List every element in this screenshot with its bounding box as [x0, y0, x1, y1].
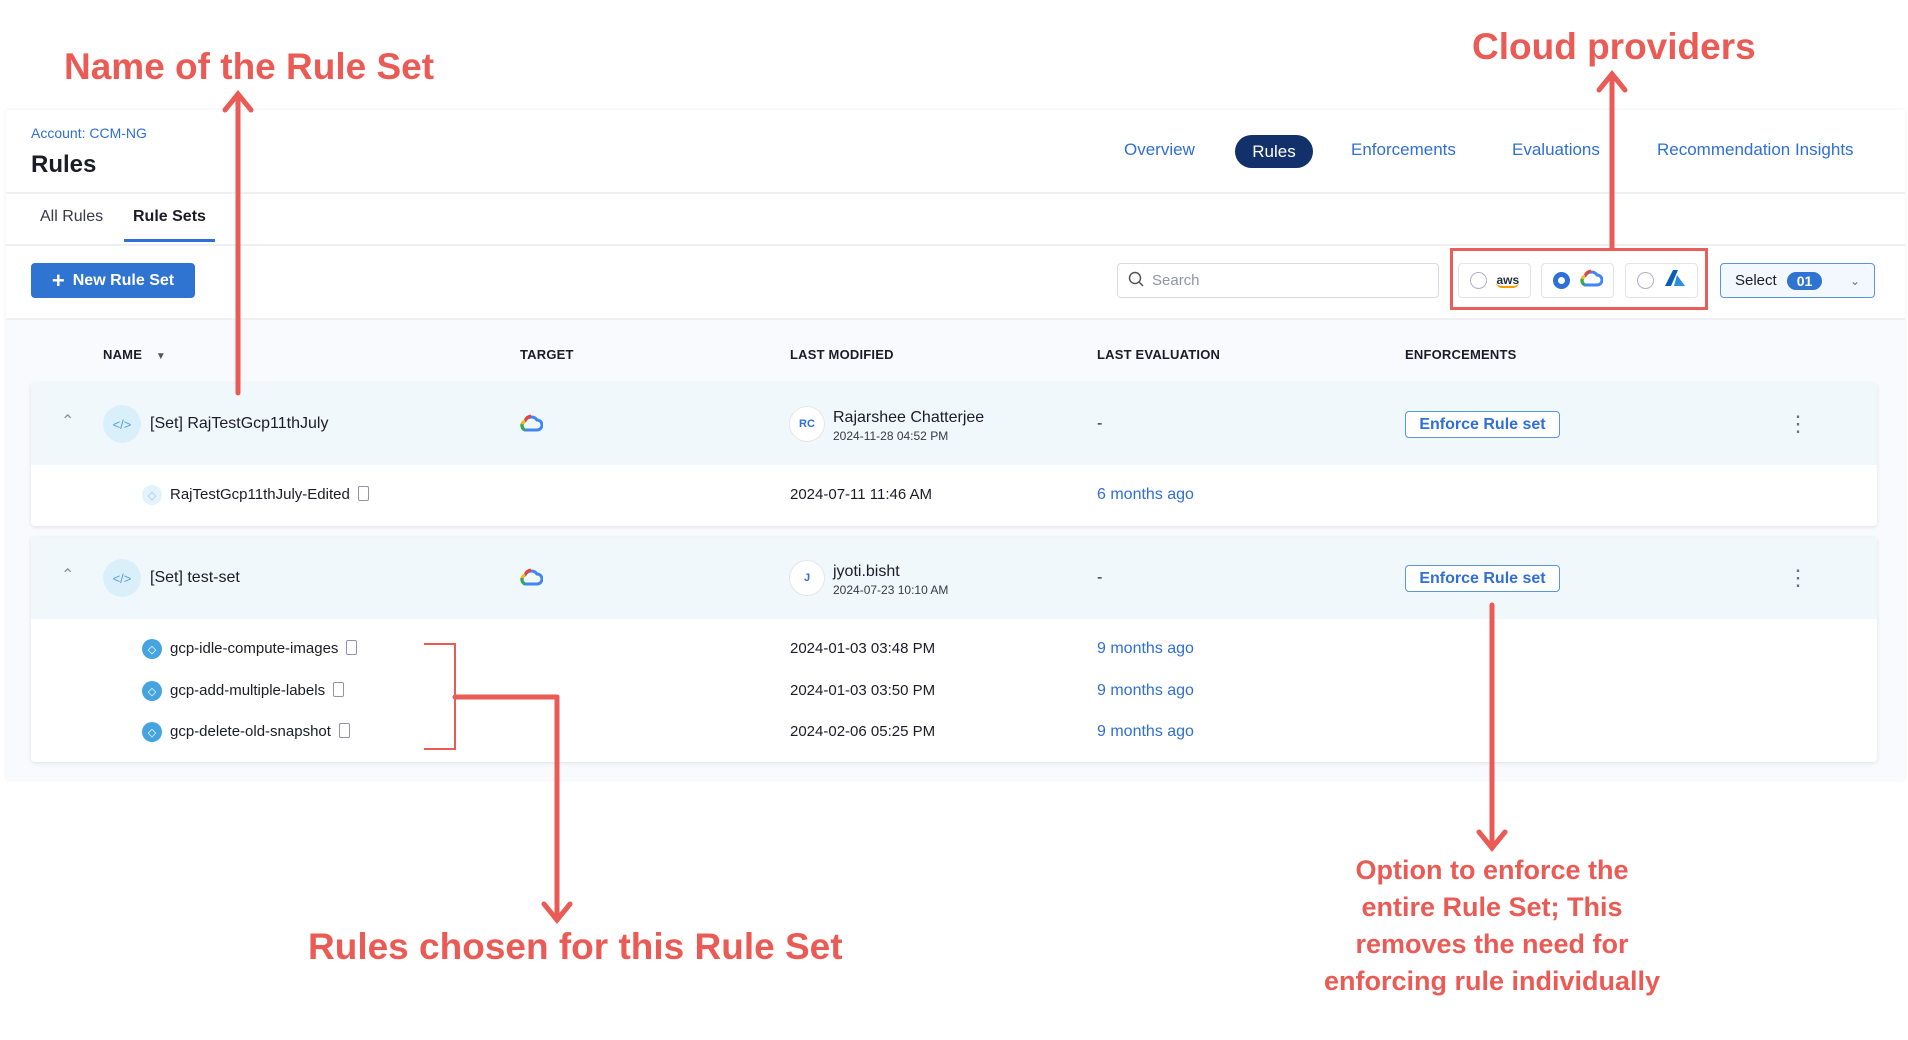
document-icon[interactable] [338, 723, 350, 738]
search-placeholder: Search [1152, 272, 1200, 289]
rule-name[interactable]: RajTestGcp11thJuly-Edited [170, 486, 369, 503]
rule-name[interactable]: gcp-delete-old-snapshot [170, 723, 350, 740]
radio-azure[interactable] [1637, 272, 1654, 289]
last-evaluation: - [1097, 569, 1103, 586]
enforce-rule-set-button[interactable]: Enforce Rule set [1405, 565, 1560, 592]
search-icon [1128, 271, 1144, 291]
rule-set-icon: </> [103, 405, 141, 443]
rule-icon: ◇ [142, 681, 162, 701]
rule-set-card: ⌃ </> [Set] RajTestGcp11thJuly RC Rajars… [31, 383, 1877, 526]
modified-at: 2024-07-23 10:10 AM [833, 583, 949, 597]
radio-aws[interactable] [1469, 272, 1487, 289]
nav-overview[interactable]: Overview [1124, 140, 1195, 159]
rule-modified: 2024-07-11 11:46 AM [790, 486, 933, 503]
active-tab-indicator [124, 239, 215, 242]
sort-caret-icon[interactable]: ▼ [155, 351, 166, 362]
rule-evaluation-link[interactable]: 9 months ago [1097, 682, 1194, 699]
avatar: J [789, 560, 825, 596]
provider-azure[interactable] [1625, 263, 1698, 298]
more-options-icon[interactable]: ⋮ [1787, 411, 1809, 436]
rule-icon: ◇ [142, 485, 162, 505]
nav-rules[interactable]: Rules [1235, 135, 1313, 168]
modified-by: jyoti.bisht [833, 563, 900, 580]
rule-set-row[interactable] [31, 537, 1877, 619]
rule-evaluation-link[interactable]: 9 months ago [1097, 723, 1194, 740]
modified-at: 2024-11-28 04:52 PM [833, 429, 949, 443]
aws-icon: aws [1496, 272, 1520, 288]
account-breadcrumb[interactable]: Account: CCM-NG [31, 125, 147, 141]
select-dropdown[interactable]: Select 01 ⌄ [1720, 263, 1875, 298]
rule-icon: ◇ [142, 722, 162, 742]
annotation-cloud-providers: Cloud providers [1472, 26, 1756, 67]
rule-evaluation-link[interactable]: 6 months ago [1097, 486, 1194, 503]
rule-set-name[interactable]: [Set] test-set [150, 569, 240, 586]
annotation-enforce-option: Option to enforce the entire Rule Set; Th… [1323, 855, 1661, 996]
rule-icon: ◇ [142, 639, 162, 659]
provider-gcp[interactable] [1541, 263, 1614, 298]
document-icon[interactable] [333, 682, 345, 697]
chevron-up-icon[interactable]: ⌃ [61, 413, 75, 430]
rule-name[interactable]: gcp-add-multiple-labels [170, 682, 345, 699]
column-header-name[interactable]: NAME ▼ [103, 347, 166, 362]
rule-modified: 2024-02-06 05:25 PM [790, 723, 936, 740]
gcp-cloud-icon [519, 567, 544, 592]
enforce-rule-set-button[interactable]: Enforce Rule set [1405, 411, 1560, 438]
tab-rule-sets[interactable]: Rule Sets [133, 208, 206, 225]
new-rule-set-button[interactable]: + New Rule Set [31, 263, 195, 298]
nav-recommendation-insights[interactable]: Recommendation Insights [1657, 140, 1854, 159]
modified-by: Rajarshee Chatterjee [833, 409, 985, 426]
rule-set-card: ⌃ </> [Set] test-set J jyoti.bisht 2024-… [31, 537, 1877, 762]
chevron-up-icon[interactable]: ⌃ [61, 567, 75, 584]
divider [6, 192, 1905, 194]
rule-set-name[interactable]: [Set] RajTestGcp11thJuly [150, 415, 329, 432]
cloud-providers-highlight [1450, 248, 1708, 310]
radio-gcp[interactable] [1552, 272, 1570, 289]
azure-icon [1664, 269, 1686, 292]
column-header-target: TARGET [520, 347, 574, 362]
rule-set-row[interactable] [31, 383, 1877, 465]
column-header-last-evaluation: LAST EVALUATION [1097, 347, 1221, 362]
new-rule-set-label: New Rule Set [72, 271, 175, 289]
rule-evaluation-link[interactable]: 9 months ago [1097, 640, 1194, 657]
select-count-badge: 01 [1786, 271, 1823, 290]
tab-all-rules[interactable]: All Rules [40, 208, 104, 225]
document-icon[interactable] [357, 486, 369, 501]
divider [6, 318, 1905, 320]
rule-modified: 2024-01-03 03:48 PM [790, 640, 936, 657]
provider-aws[interactable]: aws [1458, 263, 1531, 298]
avatar: RC [789, 406, 825, 442]
chevron-down-icon: ⌄ [1849, 273, 1860, 288]
gcp-cloud-icon [1579, 269, 1603, 292]
column-header-last-modified: LAST MODIFIED [790, 347, 894, 362]
document-icon[interactable] [346, 640, 358, 655]
divider [6, 244, 1905, 246]
rule-modified: 2024-01-03 03:50 PM [790, 682, 936, 699]
nav-evaluations[interactable]: Evaluations [1512, 140, 1600, 159]
select-label: Select [1735, 272, 1777, 289]
nav-enforcements[interactable]: Enforcements [1351, 140, 1456, 159]
search-input[interactable]: Search [1117, 263, 1439, 298]
page-title: Rules [31, 151, 97, 178]
last-evaluation: - [1097, 415, 1103, 432]
column-header-enforcements: ENFORCEMENTS [1405, 347, 1517, 362]
more-options-icon[interactable]: ⋮ [1787, 565, 1809, 590]
rule-name[interactable]: gcp-idle-compute-images [170, 640, 358, 657]
rule-set-icon: </> [103, 559, 141, 597]
annotation-rule-set-name: Name of the Rule Set [64, 46, 435, 87]
plus-icon: + [51, 267, 65, 293]
gcp-cloud-icon [519, 413, 544, 438]
annotation-rules-chosen: Rules chosen for this Rule Set [308, 926, 843, 967]
